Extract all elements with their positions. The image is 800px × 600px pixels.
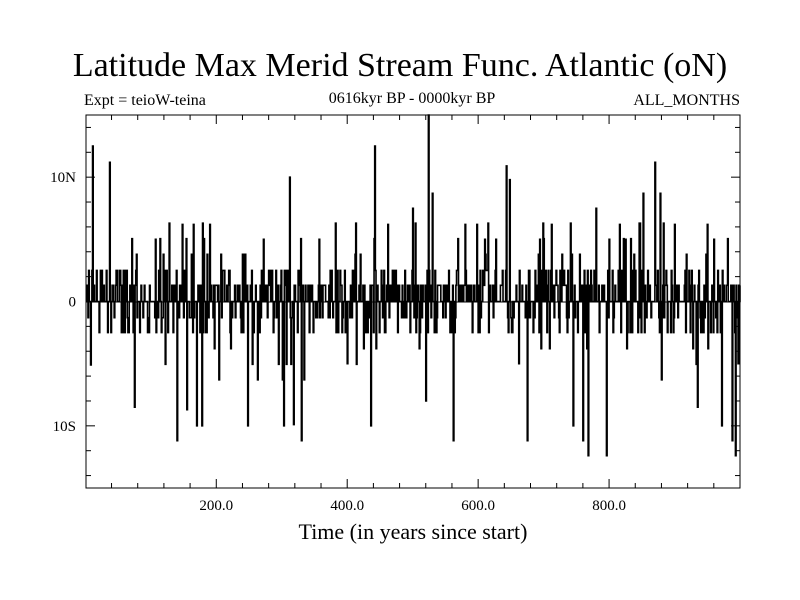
x-tick-label: 600.0 [461, 498, 495, 514]
x-axis-title: Time (in years since start) [299, 519, 528, 544]
y-tick-label: 10N [50, 170, 76, 186]
y-tick-label: 0 [69, 295, 77, 311]
x-tick-label: 400.0 [330, 498, 364, 514]
period-label: 0616kyr BP - 0000kyr BP [328, 90, 496, 107]
x-tick-label: 200.0 [199, 498, 233, 514]
tick-labels: 200.0 400.0 600.0 800.0 10N 0 10S [50, 170, 626, 514]
chart-title: Latitude Max Merid Stream Func. Atlantic… [72, 47, 728, 84]
series-line [86, 114, 741, 457]
x-tick-label: 800.0 [592, 498, 626, 514]
experiment-label: Expt = teioW-teina [84, 92, 206, 109]
season-label: ALL_MONTHS [633, 92, 740, 109]
y-tick-label: 10S [53, 419, 76, 435]
data-series [86, 114, 741, 457]
